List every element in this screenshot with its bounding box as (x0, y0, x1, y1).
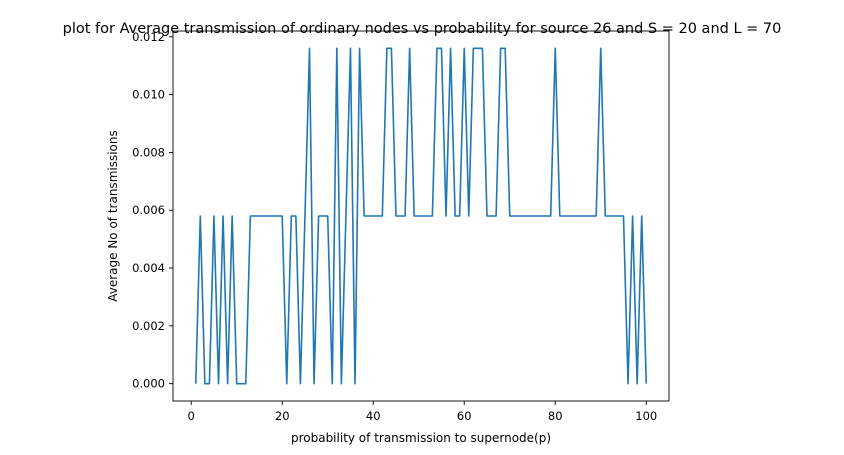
x-axis: 0 20 40 60 80 100 (188, 401, 657, 423)
x-axis-label: probability of transmission to supernode… (291, 431, 551, 445)
x-tick-label: 80 (548, 409, 563, 423)
x-tick-label: 20 (275, 409, 290, 423)
y-tick-label: 0.010 (132, 88, 165, 102)
y-axis: 0.000 0.002 0.004 0.006 0.008 0.010 0.012 (132, 30, 173, 391)
plot-frame (172, 30, 670, 402)
y-axis-label: Average No of transmissions (106, 130, 120, 302)
plot-area: 0 20 40 60 80 100 0.0000.0020.0040.0060.0080.… (132, 30, 670, 423)
x-tick-label: 100 (635, 409, 657, 423)
y-tick-label: 0.002 (132, 319, 165, 333)
x-tick-label: 0 (188, 409, 195, 423)
x-tick-label: 40 (366, 409, 381, 423)
y-tick-label: 0.006 (132, 203, 165, 217)
chart-title: plot for Average transmission of ordinar… (63, 21, 782, 37)
y-tick-label: 0.012 (132, 30, 165, 44)
y-tick-label: 0.008 (132, 145, 165, 159)
y-tick-label: 0.004 (132, 261, 165, 275)
series-line (194, 47, 648, 385)
x-tick-label: 60 (457, 409, 472, 423)
y-tick-label: 0.000 (132, 377, 165, 391)
